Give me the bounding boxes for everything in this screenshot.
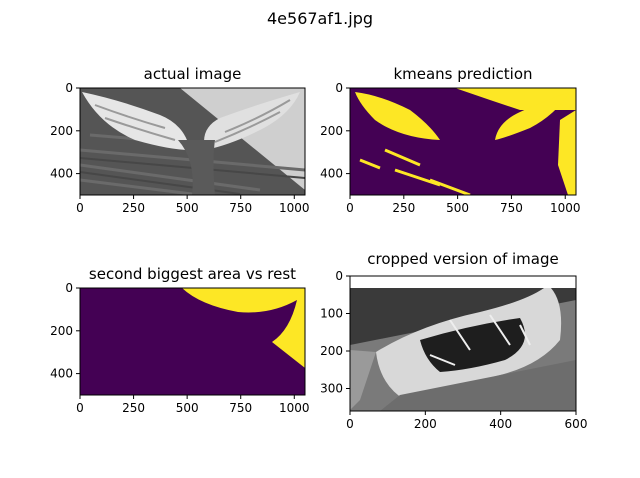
figure-title: 4e567af1.jpg [267,9,373,28]
y-tick-label: 200 [50,324,73,338]
second-biggest-area-yticks: 0 200 400 [50,281,80,381]
x-tick-label: 0 [76,401,84,415]
x-tick-label: 750 [229,401,252,415]
panel-title-actual-image: actual image [144,65,242,83]
x-tick-label: 500 [446,201,469,215]
actual-image-xticks: 0 250 500 750 1000 [76,195,310,215]
cropped-image-pixels [350,288,576,411]
y-tick-label: 300 [320,382,343,396]
x-tick-label: 750 [500,201,523,215]
y-tick-label: 0 [335,269,343,283]
y-tick-label: 100 [320,307,343,321]
panel-title-cropped-image: cropped version of image [367,250,558,268]
cropped-image-yticks: 0 100 200 300 [320,269,350,396]
actual-image-pixels [80,88,305,195]
x-tick-label: 0 [346,417,354,431]
panel-cropped-image: cropped version of image 0 200 400 600 0 100… [320,250,587,431]
y-tick-label: 400 [320,167,343,181]
y-tick-label: 400 [50,367,73,381]
panel-title-kmeans-prediction: kmeans prediction [393,65,532,83]
panel-title-second-biggest-area: second biggest area vs rest [89,265,296,283]
y-tick-label: 0 [335,81,343,95]
panel-actual-image: actual image 0 250 500 750 1000 0 200 400 [50,65,309,215]
panel-second-biggest-area: second biggest area vs rest 0 250 500 750 10… [50,265,309,415]
kmeans-prediction-pixels [350,88,576,195]
x-tick-label: 500 [176,401,199,415]
y-tick-label: 0 [65,81,73,95]
y-tick-label: 200 [320,124,343,138]
second-biggest-area-pixels [80,288,305,395]
y-tick-label: 0 [65,281,73,295]
x-tick-label: 500 [176,201,199,215]
actual-image-yticks: 0 200 400 [50,81,80,181]
x-tick-label: 0 [346,201,354,215]
x-tick-label: 1000 [279,401,310,415]
x-tick-label: 200 [414,417,437,431]
second-biggest-area-xticks: 0 250 500 750 1000 [76,395,310,415]
x-tick-label: 250 [392,201,415,215]
x-tick-label: 600 [565,417,588,431]
x-tick-label: 750 [229,201,252,215]
y-tick-label: 400 [50,167,73,181]
x-tick-label: 0 [76,201,84,215]
x-tick-label: 1000 [550,201,581,215]
kmeans-prediction-xticks: 0 250 500 750 1000 [346,195,581,215]
x-tick-label: 400 [489,417,512,431]
x-tick-label: 250 [122,401,145,415]
x-tick-label: 250 [122,201,145,215]
panel-kmeans-prediction: kmeans prediction 0 250 500 750 1000 0 200 400 [320,65,580,215]
y-tick-label: 200 [50,124,73,138]
x-tick-label: 1000 [279,201,310,215]
cropped-image-xticks: 0 200 400 600 [346,411,587,431]
y-tick-label: 200 [320,344,343,358]
kmeans-prediction-yticks: 0 200 400 [320,81,350,181]
